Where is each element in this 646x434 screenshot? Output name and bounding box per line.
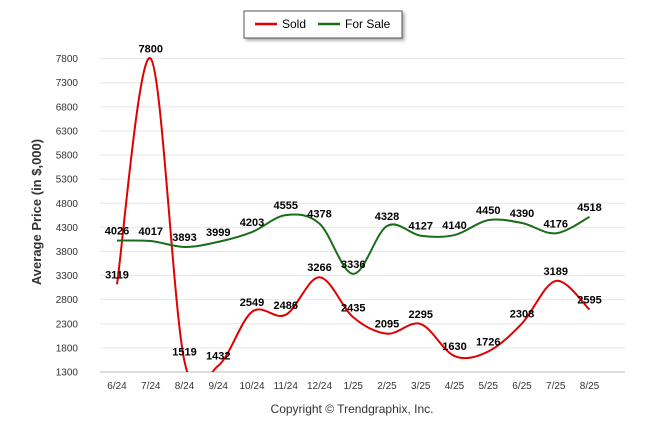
data-label: 3119 (105, 269, 129, 281)
x-tick-label: 7/25 (546, 381, 566, 392)
x-tick-label: 8/25 (580, 381, 600, 392)
data-label: 1432 (206, 351, 230, 363)
legend: Sold For Sale (243, 10, 403, 39)
x-tick-label: 3/25 (411, 381, 431, 392)
data-label: 4390 (510, 208, 534, 220)
y-axis-title: Average Price (in $,000) (29, 139, 44, 285)
x-tick-label: 7/24 (141, 381, 161, 392)
y-tick-label: 2800 (56, 295, 79, 306)
y-tick-label: 6300 (56, 126, 79, 137)
y-tick-label: 6800 (56, 102, 79, 113)
y-tick-label: 1800 (56, 343, 79, 354)
y-tick-label: 7800 (56, 54, 79, 65)
data-label: 3336 (341, 259, 365, 271)
x-tick-label: 10/24 (239, 381, 264, 392)
data-label: 2549 (240, 297, 264, 309)
plot-area (100, 49, 625, 372)
y-tick-label: 3800 (56, 247, 79, 258)
y-tick-label: 7300 (56, 78, 79, 89)
y-tick-label: 1300 (56, 368, 79, 379)
data-label: 2595 (577, 295, 601, 307)
data-label: 4127 (409, 221, 433, 233)
y-tick-label: 5800 (56, 151, 79, 162)
data-label: 2295 (409, 309, 433, 321)
x-tick-label: 12/24 (307, 381, 332, 392)
y-tick-label: 3300 (56, 271, 79, 282)
data-label: 2308 (510, 308, 534, 320)
data-label: 3189 (544, 266, 568, 278)
data-label: 4017 (139, 226, 163, 238)
data-label: 2486 (274, 300, 298, 312)
x-tick-label: 6/24 (107, 381, 127, 392)
x-tick-label: 9/24 (209, 381, 229, 392)
data-label: 4450 (476, 205, 500, 217)
y-tick-label: 5300 (56, 175, 79, 186)
data-label: 4203 (240, 217, 264, 229)
data-label: 1630 (442, 341, 466, 353)
data-label: 4518 (577, 202, 601, 214)
data-label: 3999 (206, 227, 230, 239)
legend-label-sold: Sold (282, 17, 306, 31)
x-tick-label: 1/25 (344, 381, 364, 392)
y-tick-label: 2300 (56, 319, 79, 330)
data-label: 2095 (375, 319, 399, 331)
data-labels: 3119 7800 1519 1432 2549 2486 3266 2435 2095 2295… (105, 44, 602, 363)
data-label: 1519 (172, 346, 196, 358)
y-tick-label: 4300 (56, 223, 79, 234)
y-tick-label: 4800 (56, 199, 79, 210)
data-label: 7800 (139, 44, 163, 56)
data-label: 3893 (172, 232, 196, 244)
y-axis-ticks: 1300 1800 2300 2800 3300 3800 4300 4800 5300 5800… (56, 54, 79, 378)
data-label: 4378 (307, 209, 331, 221)
x-tick-label: 8/24 (175, 381, 195, 392)
x-tick-label: 11/24 (274, 381, 299, 392)
data-label: 4026 (105, 226, 129, 238)
data-label: 1726 (476, 336, 500, 348)
x-axis-ticks: 6/24 7/24 8/24 9/24 10/24 11/24 12/24 1/25 2/25 3… (107, 381, 599, 392)
series-lines (116, 57, 591, 372)
data-label: 2435 (341, 302, 365, 314)
copyright-credit: Copyright © Trendgraphix, Inc. (271, 402, 434, 416)
series-line-sold (116, 57, 591, 372)
x-tick-label: 5/25 (479, 381, 499, 392)
data-label: 3266 (307, 262, 331, 274)
data-label: 4555 (274, 200, 298, 212)
x-tick-label: 4/25 (445, 381, 465, 392)
x-tick-label: 6/25 (512, 381, 532, 392)
data-label: 4176 (544, 218, 568, 230)
legend-label-for-sale: For Sale (345, 17, 391, 31)
x-tick-label: 2/25 (377, 381, 397, 392)
data-label: 4140 (442, 220, 466, 232)
series-line-for-sale (116, 213, 590, 275)
data-label: 4328 (375, 211, 399, 223)
